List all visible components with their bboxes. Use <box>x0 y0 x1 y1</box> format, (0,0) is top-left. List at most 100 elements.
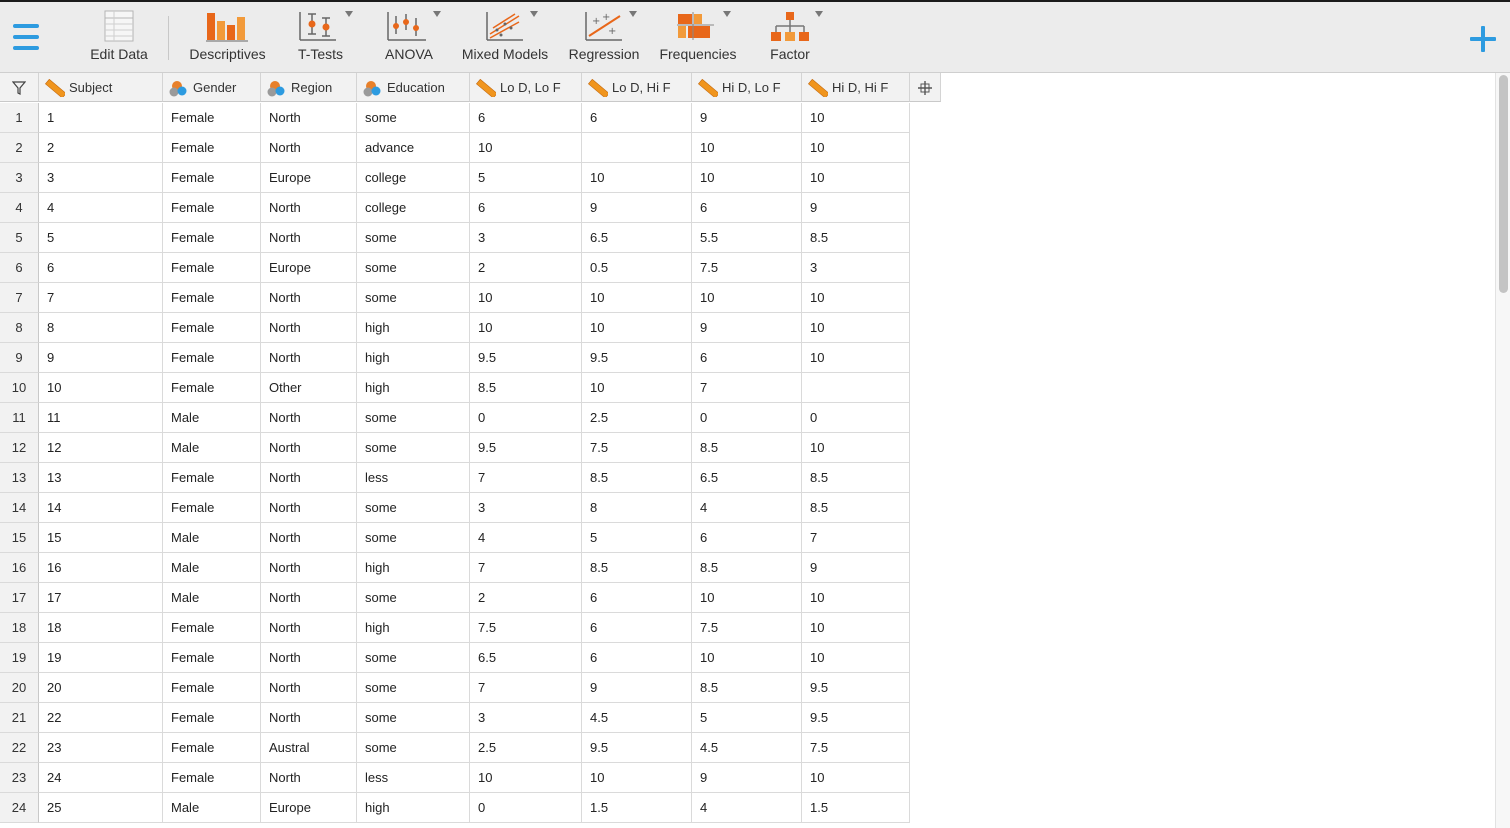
data-cell[interactable]: 24 <box>39 763 163 793</box>
data-cell[interactable]: 6 <box>582 643 692 673</box>
data-cell[interactable]: 9.5 <box>470 343 582 373</box>
data-cell[interactable]: 22 <box>39 703 163 733</box>
data-cell[interactable]: 6 <box>692 193 802 223</box>
data-cell[interactable]: 10 <box>802 103 910 133</box>
data-cell[interactable]: 4 <box>692 793 802 823</box>
data-cell[interactable]: 20 <box>39 673 163 703</box>
data-cell[interactable]: Male <box>163 793 261 823</box>
data-cell[interactable]: 9 <box>39 343 163 373</box>
row-number[interactable]: 1 <box>0 103 39 133</box>
data-cell[interactable]: 9 <box>582 193 692 223</box>
data-cell[interactable] <box>582 133 692 163</box>
data-cell[interactable]: Female <box>163 223 261 253</box>
row-number[interactable]: 10 <box>0 373 39 403</box>
data-cell[interactable]: some <box>357 523 470 553</box>
row-number[interactable]: 8 <box>0 313 39 343</box>
data-cell[interactable]: 7.5 <box>692 253 802 283</box>
data-cell[interactable]: Female <box>163 283 261 313</box>
data-cell[interactable]: 6 <box>582 613 692 643</box>
data-cell[interactable]: 10 <box>802 313 910 343</box>
data-cell[interactable]: 6 <box>470 103 582 133</box>
data-cell[interactable]: 10 <box>39 373 163 403</box>
data-cell[interactable]: 10 <box>802 343 910 373</box>
data-cell[interactable]: 16 <box>39 553 163 583</box>
data-cell[interactable]: 6.5 <box>470 643 582 673</box>
data-cell[interactable]: 6.5 <box>692 463 802 493</box>
data-cell[interactable]: Female <box>163 163 261 193</box>
row-number[interactable]: 15 <box>0 523 39 553</box>
data-cell[interactable]: 7.5 <box>470 613 582 643</box>
row-number[interactable]: 12 <box>0 433 39 463</box>
data-cell[interactable]: advance <box>357 133 470 163</box>
row-number[interactable]: 2 <box>0 133 39 163</box>
main-menu-button[interactable] <box>13 24 39 52</box>
row-number[interactable]: 19 <box>0 643 39 673</box>
column-header-subject[interactable]: Subject <box>39 73 163 102</box>
data-cell[interactable]: 9 <box>692 313 802 343</box>
data-cell[interactable]: 6 <box>582 103 692 133</box>
row-number[interactable]: 4 <box>0 193 39 223</box>
column-header-education[interactable]: Education <box>357 73 470 102</box>
data-cell[interactable]: 2 <box>39 133 163 163</box>
data-cell[interactable]: 9 <box>692 763 802 793</box>
data-cell[interactable]: North <box>261 583 357 613</box>
data-cell[interactable]: 10 <box>802 163 910 193</box>
data-cell[interactable]: 3 <box>39 163 163 193</box>
data-cell[interactable]: Male <box>163 523 261 553</box>
data-cell[interactable]: 10 <box>582 163 692 193</box>
data-cell[interactable]: 0 <box>802 403 910 433</box>
data-cell[interactable]: 17 <box>39 583 163 613</box>
column-header-hi-d-lo-f[interactable]: Hi D, Lo F <box>692 73 802 102</box>
data-cell[interactable]: 10 <box>692 133 802 163</box>
row-number[interactable]: 14 <box>0 493 39 523</box>
data-cell[interactable]: 10 <box>470 313 582 343</box>
data-cell[interactable]: North <box>261 403 357 433</box>
data-cell[interactable]: North <box>261 643 357 673</box>
data-cell[interactable]: North <box>261 223 357 253</box>
data-cell[interactable]: North <box>261 313 357 343</box>
data-cell[interactable]: 8 <box>582 493 692 523</box>
row-number[interactable]: 22 <box>0 733 39 763</box>
data-cell[interactable]: 5 <box>39 223 163 253</box>
data-cell[interactable]: North <box>261 343 357 373</box>
data-cell[interactable]: North <box>261 283 357 313</box>
data-cell[interactable]: 4 <box>692 493 802 523</box>
data-cell[interactable]: 3 <box>470 493 582 523</box>
data-cell[interactable]: 1.5 <box>582 793 692 823</box>
data-cell[interactable]: 14 <box>39 493 163 523</box>
data-cell[interactable]: 8.5 <box>582 463 692 493</box>
data-cell[interactable]: 9 <box>802 193 910 223</box>
data-cell[interactable]: some <box>357 433 470 463</box>
data-cell[interactable]: Female <box>163 643 261 673</box>
data-cell[interactable]: 1.5 <box>802 793 910 823</box>
ttests-button[interactable]: T-Tests <box>288 2 353 72</box>
data-cell[interactable]: 8 <box>39 313 163 343</box>
data-cell[interactable]: 8.5 <box>692 433 802 463</box>
data-cell[interactable]: North <box>261 433 357 463</box>
data-cell[interactable]: 8.5 <box>802 463 910 493</box>
data-cell[interactable]: 10 <box>802 283 910 313</box>
data-cell[interactable]: 3 <box>470 223 582 253</box>
data-cell[interactable]: 3 <box>470 703 582 733</box>
add-column-button[interactable] <box>910 73 941 102</box>
data-cell[interactable]: Europe <box>261 253 357 283</box>
data-cell[interactable]: 10 <box>802 643 910 673</box>
descriptives-button[interactable]: Descriptives <box>185 2 270 72</box>
row-number[interactable]: 18 <box>0 613 39 643</box>
data-cell[interactable]: 8.5 <box>802 223 910 253</box>
data-cell[interactable]: Male <box>163 583 261 613</box>
data-cell[interactable]: 9.5 <box>582 343 692 373</box>
data-cell[interactable]: 9 <box>692 103 802 133</box>
data-cell[interactable]: 4.5 <box>692 733 802 763</box>
data-cell[interactable]: 8.5 <box>692 553 802 583</box>
data-cell[interactable]: Female <box>163 703 261 733</box>
column-header-gender[interactable]: Gender <box>163 73 261 102</box>
data-cell[interactable]: 6.5 <box>582 223 692 253</box>
data-cell[interactable]: 8.5 <box>692 673 802 703</box>
data-cell[interactable]: Male <box>163 553 261 583</box>
regression-button[interactable]: + + + Regression <box>566 2 642 72</box>
anova-button[interactable]: ANOVA <box>377 2 441 72</box>
data-cell[interactable]: 7 <box>470 673 582 703</box>
data-cell[interactable]: Male <box>163 433 261 463</box>
data-cell[interactable]: 9.5 <box>802 673 910 703</box>
